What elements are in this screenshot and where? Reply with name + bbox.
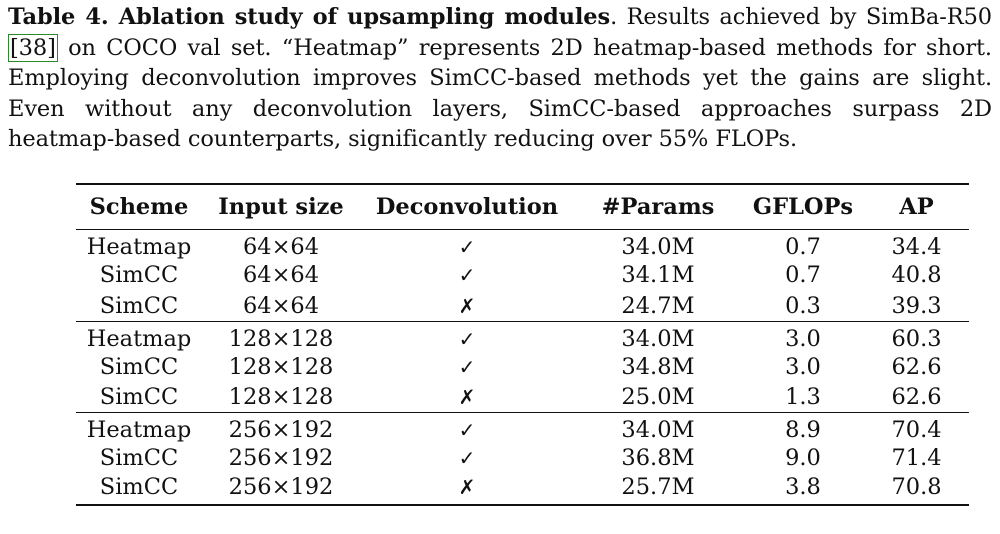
cross-icon: ✗ — [458, 385, 476, 409]
table-caption: Table 4. Ablation study of upsampling mo… — [8, 2, 992, 155]
cell-input-size: 256×192 — [228, 445, 334, 472]
cell-gflops: 9.0 — [785, 445, 821, 472]
check-icon: ✓ — [458, 235, 476, 259]
table-row: SimCC 64×64 ✓ 34.1M 0.7 40.8 — [76, 260, 969, 291]
column-header-params: #Params — [574, 183, 742, 230]
cell-scheme: Heatmap — [76, 320, 202, 352]
table-row: SimCC 128×128 ✓ 34.8M 3.0 62.6 — [76, 352, 969, 383]
cell-scheme: Heatmap — [86, 234, 192, 260]
cell-params: 34.8M — [621, 353, 695, 380]
cell-deconvolution: ✗ — [360, 382, 574, 413]
cell-ap: 70.4 — [864, 412, 969, 443]
cell-params: 34.0M — [574, 412, 742, 443]
cell-gflops: 3.0 — [785, 353, 821, 380]
cell-input-size: 128×128 — [228, 384, 334, 410]
cell-scheme: SimCC — [99, 445, 179, 472]
citation-link[interactable]: [38] — [8, 33, 58, 62]
caption-label: Table 4. Ablation study of upsampling mo… — [8, 4, 611, 30]
cell-ap: 34.4 — [891, 234, 942, 260]
cell-scheme: SimCC — [99, 292, 179, 319]
cell-params: 36.8M — [621, 445, 695, 472]
cell-input-size: 64×64 — [242, 292, 320, 319]
cell-scheme: SimCC — [99, 353, 179, 380]
cross-icon: ✗ — [458, 293, 476, 318]
column-header-scheme: Scheme — [76, 183, 202, 230]
cell-params: 34.0M — [574, 320, 742, 352]
table-row: Heatmap 256×192 ✓ 34.0M 8.9 70.4 — [76, 412, 969, 443]
check-icon: ✓ — [458, 263, 476, 288]
column-header-ap: AP — [864, 183, 969, 230]
cell-input-size: 256×192 — [202, 412, 360, 443]
row-group-2: Heatmap 128×128 ✓ 34.0M 3.0 60.3 SimCC 128×128 ✓… — [76, 320, 969, 413]
cell-deconvolution: ✓ — [360, 260, 574, 291]
column-header-gflops: GFLOPs — [742, 183, 864, 230]
cell-deconvolution: ✓ — [360, 352, 574, 383]
check-icon: ✓ — [458, 446, 476, 471]
cell-deconvolution: ✓ — [360, 230, 574, 261]
cell-ap: 71.4 — [891, 445, 942, 472]
cell-gflops: 3.0 — [742, 320, 864, 352]
cell-scheme: Heatmap — [76, 412, 202, 443]
row-group-3: Heatmap 256×192 ✓ 34.0M 8.9 70.4 SimCC 256×192 ✓… — [76, 412, 969, 506]
cell-params: 34.1M — [621, 262, 695, 289]
table-row: SimCC 256×192 ✓ 36.8M 9.0 71.4 — [76, 443, 969, 474]
cell-scheme: SimCC — [99, 384, 179, 410]
cell-gflops: 3.8 — [742, 473, 864, 506]
cell-scheme: SimCC — [99, 262, 179, 289]
cell-gflops: 0.3 — [785, 292, 821, 319]
cell-params: 34.0M — [621, 234, 695, 260]
ablation-table: Scheme Input size Deconvolution #Params … — [76, 183, 969, 506]
cross-icon: ✗ — [458, 474, 476, 499]
cell-gflops: 8.9 — [742, 412, 864, 443]
cell-params: 25.0M — [621, 384, 695, 410]
cell-gflops: 0.7 — [785, 262, 821, 289]
cell-params: 24.7M — [621, 292, 695, 319]
check-icon: ✓ — [458, 326, 476, 351]
column-header-input-size: Input size — [202, 183, 360, 230]
caption-text-start: . Results achieved by SimBa-R50 — [610, 4, 992, 30]
row-group-1: Heatmap 64×64 ✓ 34.0M 0.7 34.4 SimCC 64×64 ✓ 34.1… — [76, 230, 969, 322]
cell-deconvolution: ✓ — [360, 320, 574, 352]
check-icon: ✓ — [458, 354, 476, 379]
cell-ap: 62.6 — [891, 353, 942, 380]
caption-text-end: on COCO val set. “Heatmap” represents 2D… — [8, 34, 992, 153]
cell-gflops: 1.3 — [785, 384, 821, 410]
table-row: Heatmap 128×128 ✓ 34.0M 3.0 60.3 — [76, 320, 969, 352]
cell-ap: 40.8 — [891, 262, 942, 289]
column-header-deconvolution: Deconvolution — [360, 183, 574, 230]
check-icon: ✓ — [458, 418, 476, 442]
table-header-row: Scheme Input size Deconvolution #Params … — [76, 183, 969, 230]
cell-deconvolution: ✗ — [360, 473, 574, 506]
cell-ap: 39.3 — [891, 292, 942, 319]
cell-deconvolution: ✓ — [360, 443, 574, 474]
table-row: Heatmap 64×64 ✓ 34.0M 0.7 34.4 — [76, 230, 969, 261]
cell-params: 25.7M — [574, 473, 742, 506]
table-row: SimCC 128×128 ✗ 25.0M 1.3 62.6 — [76, 382, 969, 413]
cell-deconvolution: ✗ — [360, 291, 574, 322]
table-row: SimCC 256×192 ✗ 25.7M 3.8 70.8 — [76, 473, 969, 506]
cell-deconvolution: ✓ — [360, 412, 574, 443]
cell-scheme: SimCC — [76, 473, 202, 506]
cell-input-size: 256×192 — [202, 473, 360, 506]
cell-ap: 70.8 — [864, 473, 969, 506]
cell-input-size: 128×128 — [202, 320, 360, 352]
cell-input-size: 64×64 — [242, 234, 320, 260]
cell-input-size: 64×64 — [242, 262, 320, 289]
cell-input-size: 128×128 — [228, 353, 334, 380]
table-row: SimCC 64×64 ✗ 24.7M 0.3 39.3 — [76, 291, 969, 322]
cell-ap: 60.3 — [864, 320, 969, 352]
cell-ap: 62.6 — [891, 384, 942, 410]
cell-gflops: 0.7 — [785, 234, 821, 260]
